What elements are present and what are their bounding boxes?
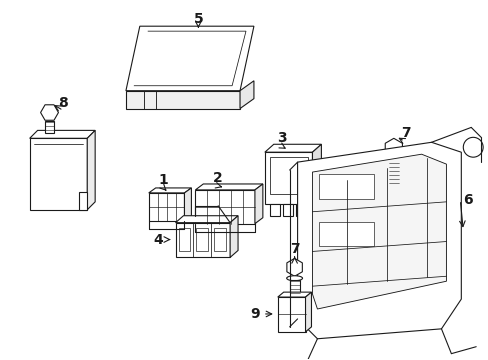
Polygon shape: [195, 190, 254, 224]
Text: 7: 7: [289, 242, 299, 256]
Bar: [44, 121, 54, 133]
Polygon shape: [254, 184, 263, 224]
Bar: [79, 192, 87, 210]
Polygon shape: [277, 292, 311, 297]
Text: 1: 1: [159, 173, 168, 187]
Ellipse shape: [286, 276, 302, 281]
Text: 8: 8: [59, 96, 68, 109]
Bar: [178, 228, 190, 251]
Polygon shape: [175, 223, 230, 257]
Polygon shape: [277, 297, 305, 332]
Polygon shape: [175, 216, 238, 223]
Bar: [295, 204, 305, 216]
Polygon shape: [148, 193, 184, 221]
Polygon shape: [184, 188, 191, 221]
Polygon shape: [385, 138, 402, 158]
Bar: [319, 222, 373, 247]
Polygon shape: [264, 144, 321, 152]
Text: 3: 3: [276, 131, 286, 145]
Polygon shape: [87, 130, 95, 210]
Polygon shape: [240, 81, 253, 109]
Polygon shape: [264, 152, 312, 204]
Ellipse shape: [384, 157, 402, 163]
Polygon shape: [230, 216, 238, 257]
Polygon shape: [195, 184, 263, 190]
Bar: [214, 228, 225, 251]
Bar: [319, 174, 373, 199]
Polygon shape: [286, 258, 302, 276]
Polygon shape: [30, 138, 87, 210]
Polygon shape: [312, 154, 446, 309]
Text: 2: 2: [213, 171, 223, 185]
Bar: [269, 204, 279, 216]
Polygon shape: [305, 292, 311, 332]
Bar: [282, 204, 292, 216]
Text: 7: 7: [400, 126, 410, 140]
Text: 4: 4: [154, 233, 163, 247]
Text: 5: 5: [193, 12, 203, 26]
Polygon shape: [30, 130, 95, 138]
Polygon shape: [41, 105, 59, 120]
Bar: [269, 157, 307, 194]
Polygon shape: [312, 144, 321, 204]
Polygon shape: [297, 142, 460, 339]
Polygon shape: [126, 91, 240, 109]
Bar: [388, 162, 398, 188]
Polygon shape: [148, 188, 191, 193]
Bar: [289, 280, 299, 302]
Polygon shape: [126, 26, 253, 91]
Text: 9: 9: [249, 307, 259, 321]
Bar: [196, 228, 208, 251]
Text: 6: 6: [463, 193, 472, 207]
